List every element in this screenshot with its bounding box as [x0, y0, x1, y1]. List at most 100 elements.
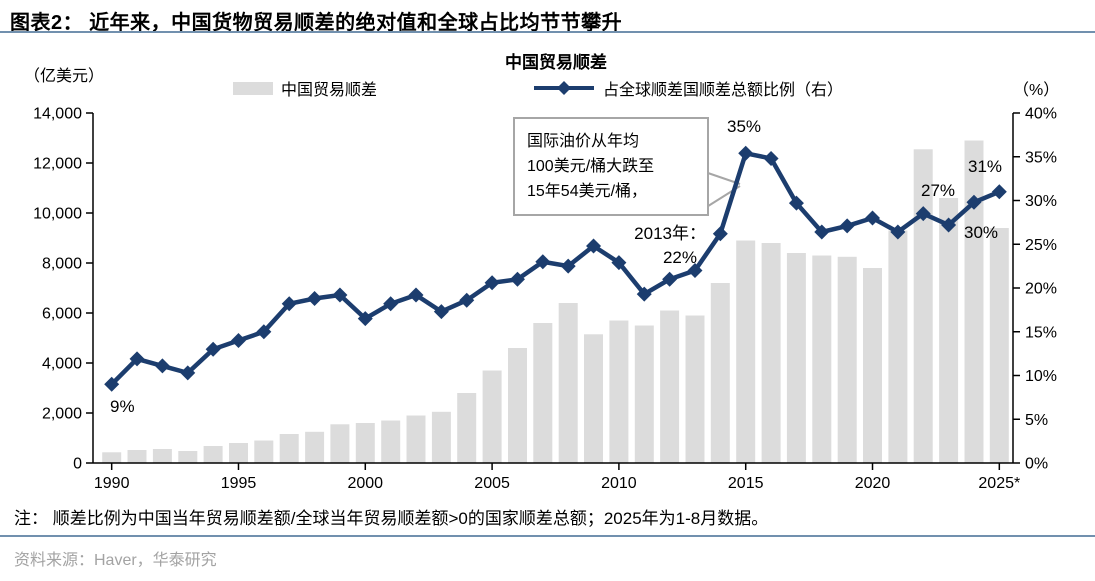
bar-1993 [178, 451, 198, 463]
top-divider [0, 31, 1095, 33]
line-point-2012 [662, 271, 678, 287]
chart-title: 中国贸易顺差 [505, 53, 607, 72]
svg-text:20%: 20% [1025, 281, 1057, 298]
line-point-1992 [154, 358, 170, 374]
line-point-2015 [738, 145, 754, 161]
svg-text:6,000: 6,000 [42, 306, 82, 323]
bar-2002 [406, 415, 426, 463]
line-diamond-sample-icon [534, 81, 594, 95]
annotation-35: 35% [727, 117, 761, 136]
line-point-2020 [865, 210, 881, 226]
bar-1994 [203, 446, 223, 463]
bar-2018 [812, 255, 832, 463]
annotation-27: 27% [921, 181, 955, 200]
bar-1990 [102, 452, 122, 464]
bar-2014 [710, 283, 730, 463]
bar-2009 [584, 334, 603, 464]
svg-text:12,000: 12,000 [33, 156, 82, 173]
bar-2007 [533, 323, 553, 463]
line-point-2009 [586, 238, 602, 254]
bar-2010 [609, 320, 629, 463]
bar-1991 [127, 450, 147, 463]
footnote: 注： 顺差比例为中国当年贸易顺差额/全球当年贸易顺差额>0的国家顺差总额；202… [14, 509, 769, 528]
oil-price-callout: 国际油价从年均 100美元/桶大跌至 15年54美元/桶， [513, 117, 709, 216]
line-point-2022 [915, 206, 931, 222]
line-point-2011 [636, 286, 652, 302]
line-point-1998 [307, 291, 323, 306]
bar-2016 [761, 243, 781, 463]
annotations: 9% 2013年： 22% 35% 27% 30% 31% [110, 117, 1002, 416]
line-point-2001 [383, 296, 399, 312]
line-point-2004 [459, 292, 475, 308]
svg-text:14,000: 14,000 [33, 106, 82, 123]
svg-text:2025*: 2025* [978, 475, 1020, 492]
line-point-2008 [560, 258, 576, 274]
svg-text:2,000: 2,000 [42, 406, 82, 423]
svg-text:40%: 40% [1025, 106, 1057, 123]
svg-text:30%: 30% [1025, 193, 1057, 210]
line-point-2005 [484, 275, 500, 291]
svg-text:5%: 5% [1025, 412, 1048, 429]
svg-text:2005: 2005 [474, 475, 510, 492]
line-point-2016 [763, 151, 779, 166]
svg-text:2015: 2015 [728, 475, 764, 492]
bar-2013 [685, 315, 705, 463]
legend-line-label: 占全球顺差国顺差总额比例（右） [603, 82, 844, 99]
left-axis-unit: （亿美元） [24, 68, 105, 85]
bar-2025 [989, 228, 1009, 463]
svg-text:10,000: 10,000 [33, 206, 82, 223]
line-point-2019 [839, 218, 855, 234]
svg-text:2010: 2010 [601, 475, 637, 492]
source-text: 资料来源：Haver，华泰研究 [14, 552, 217, 569]
bar-1992 [152, 449, 172, 463]
bar-2012 [660, 310, 680, 463]
bar-swatch-icon [233, 81, 273, 95]
line-point-1991 [129, 351, 145, 367]
left-axis-labels: 0 2,000 4,000 6,000 8,000 10,000 12,000 14,000 [33, 106, 93, 473]
svg-text:10%: 10% [1025, 368, 1057, 385]
right-axis-unit: （%） [1013, 82, 1060, 99]
bar-2017 [786, 253, 806, 463]
line-point-1990 [104, 376, 120, 392]
svg-text:25%: 25% [1025, 237, 1057, 254]
svg-text:35%: 35% [1025, 149, 1057, 166]
bar-2006 [508, 348, 527, 463]
svg-text:2020: 2020 [855, 475, 891, 492]
annotation-31: 31% [968, 157, 1002, 176]
line-point-2000 [357, 311, 373, 327]
annotation-30: 30% [964, 223, 998, 242]
bar-2020 [863, 268, 882, 463]
bar-2023 [939, 198, 959, 463]
bar-2000 [355, 423, 375, 463]
bar-1995 [229, 443, 248, 463]
right-axis-labels: 0% 5% 10% 15% 20% 25% 30% 35% 40% [1013, 106, 1057, 473]
bar-2001 [381, 420, 401, 463]
bar-2004 [457, 393, 477, 463]
line-point-2014 [712, 226, 728, 242]
bar-1996 [254, 440, 274, 463]
svg-text:1995: 1995 [221, 475, 257, 492]
bar-2019 [837, 256, 857, 464]
legend-item-line: 占全球顺差国顺差总额比例（右） [533, 76, 843, 100]
bar-1998 [305, 431, 325, 464]
bar-2005 [482, 370, 502, 463]
legend-item-bar: 中国贸易顺差 [233, 76, 377, 100]
annotation-2013年: 2013年： [634, 224, 706, 243]
bar-2022 [913, 149, 933, 464]
line-point-2003 [433, 304, 449, 320]
svg-text:2000: 2000 [347, 475, 383, 492]
bar-2021 [888, 230, 908, 463]
line-point-1994 [205, 341, 221, 357]
legend-bar-label: 中国贸易顺差 [281, 82, 378, 99]
line-point-2013 [687, 263, 703, 278]
annotation-9: 9% [110, 397, 135, 416]
line-point-2025 [991, 184, 1007, 200]
bar-1997 [279, 434, 299, 463]
bar-2003 [431, 411, 451, 464]
annotation-22: 22% [663, 248, 697, 267]
line-point-2024 [966, 194, 982, 210]
bar-2008 [558, 303, 578, 463]
line-point-2006 [509, 271, 525, 287]
line-point-2017 [788, 195, 804, 211]
